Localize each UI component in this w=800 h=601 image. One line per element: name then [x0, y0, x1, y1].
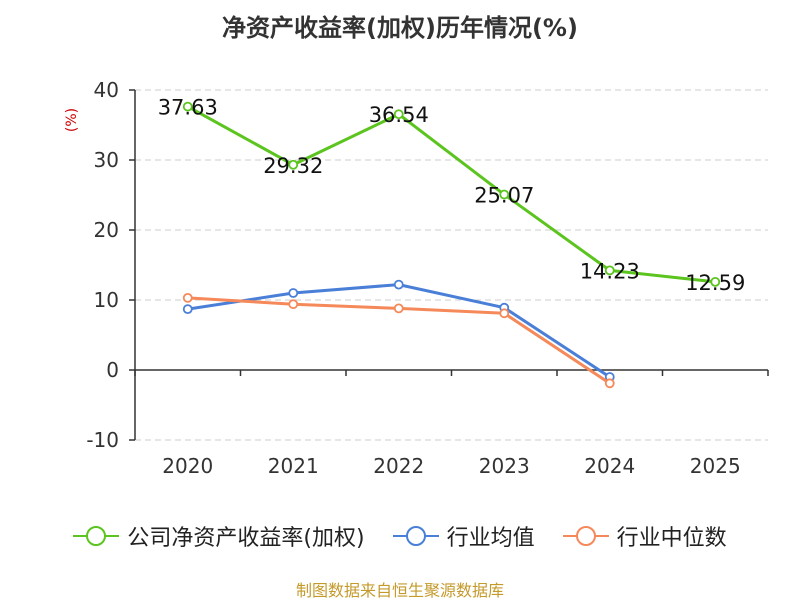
- x-tick-label-2021: 2021: [268, 454, 319, 478]
- data-point-series2-2020: [182, 292, 193, 303]
- data-point-series1-2021: [288, 288, 299, 298]
- y-tick-label-30: 30: [94, 148, 119, 172]
- y-tick-label-10: 10: [94, 288, 119, 312]
- data-point-series1-2022: [393, 279, 404, 290]
- data-point-series0-2020: [182, 101, 193, 112]
- legend-item-industry-mean[interactable]: 行业均值: [392, 520, 535, 552]
- x-tick-label-2024: 2024: [584, 454, 635, 478]
- y-tick-label-0: 0: [106, 358, 119, 382]
- data-point-series0-2023: [499, 189, 510, 200]
- chart-title: 净资产收益率(加权)历年情况(%): [222, 14, 578, 42]
- data-point-series2-2022: [393, 303, 404, 314]
- data-label-2020: 37.63: [158, 96, 218, 120]
- data-label-2024: 14.23: [580, 259, 640, 283]
- legend-marker-industry-mean: [392, 526, 439, 546]
- data-point-series2-2021: [288, 299, 299, 310]
- data-label-2022: 36.54: [369, 103, 429, 127]
- data-label-2023: 25.07: [474, 184, 534, 208]
- legend-item-industry-median[interactable]: 行业中位数: [562, 520, 727, 552]
- data-point-series0-2022: [393, 109, 404, 120]
- data-source-note: 制图数据来自恒生聚源数据库: [295, 581, 504, 600]
- data-point-series2-2023: [499, 308, 510, 319]
- legend-item-company[interactable]: 公司净资产收益率(加权): [73, 520, 365, 552]
- y-tick-label-20: 20: [94, 218, 119, 242]
- legend-label-company: 公司净资产收益率(加权): [127, 526, 365, 551]
- x-tick-label-2023: 2023: [479, 454, 530, 478]
- x-tick-label-2022: 2022: [373, 454, 424, 478]
- data-point-series0-2024: [604, 265, 615, 276]
- data-point-series1-2020: [182, 304, 193, 315]
- legend-label-industry-mean: 行业均值: [446, 526, 535, 551]
- x-tick-label-2025: 2025: [690, 454, 741, 478]
- legend: 公司净资产收益率(加权) 行业均值 行业中位数: [0, 520, 800, 552]
- legend-marker-company: [73, 526, 120, 546]
- x-tick-label-2020: 2020: [162, 454, 213, 478]
- series-line-1: [187, 283, 611, 379]
- data-point-series2-2024: [604, 378, 615, 389]
- y-tick-label--10: -10: [86, 428, 119, 452]
- legend-marker-industry-median: [562, 526, 609, 546]
- data-point-series0-2021: [288, 159, 299, 170]
- legend-label-industry-median: 行业中位数: [616, 526, 727, 551]
- data-label-2025: 12.59: [685, 271, 745, 295]
- data-point-series0-2025: [710, 276, 721, 287]
- y-tick-label-40: 40: [94, 78, 119, 102]
- series-line-0: [187, 105, 716, 284]
- data-label-2021: 29.32: [263, 154, 323, 178]
